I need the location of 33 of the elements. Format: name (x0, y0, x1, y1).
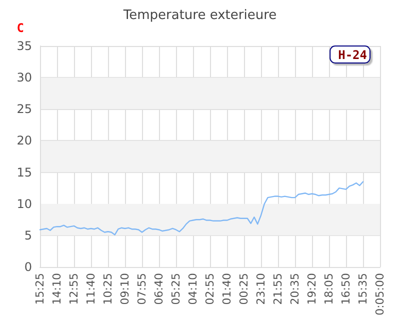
y-tick-label: 25 (16, 102, 32, 116)
x-tick-label: 00:25 (238, 273, 250, 305)
x-tick-label: 23:10 (254, 273, 268, 305)
x-tick-label: 15:35 (356, 273, 370, 305)
x-tick-label: 16:50 (340, 273, 352, 305)
x-tick-label: 0:05:00 (374, 273, 386, 316)
x-tick-label: 18:05 (322, 273, 336, 305)
y-tick-label: 30 (16, 70, 32, 85)
x-tick-label: 07:55 (136, 273, 148, 305)
y-tick-label: 10 (16, 196, 32, 211)
x-tick-label: 10:25 (102, 273, 114, 305)
y-tick-label: 35 (16, 39, 32, 53)
x-tick-label: 20:35 (288, 273, 302, 305)
x-tick-label: 06:40 (152, 273, 166, 305)
x-tick-label: 11:40 (84, 273, 98, 305)
x-tick-label: 15:25 (34, 273, 46, 305)
x-tick-label: 09:10 (118, 273, 132, 305)
line-series (39, 181, 364, 236)
y-tick-label: 0 (24, 260, 32, 274)
x-tick-label: 12:55 (68, 273, 80, 305)
y-tick-label: 20 (16, 134, 32, 148)
x-tick-label: 04:10 (186, 273, 200, 305)
x-tick-label: 05:25 (170, 273, 182, 305)
x-tick-label: 21:55 (272, 273, 284, 305)
y-axis-title: C (16, 21, 24, 35)
x-tick-label: 19:20 (306, 273, 318, 305)
y-tick-label: 15 (16, 165, 32, 180)
x-tick-label: 02:55 (204, 273, 216, 305)
y-tick-label: 5 (24, 228, 32, 242)
text: H-24 (338, 48, 368, 62)
chart-title: Temperature exterieure (122, 8, 277, 23)
x-tick-label: 01:40 (220, 273, 234, 305)
x-tick-label: 14:10 (50, 273, 64, 305)
